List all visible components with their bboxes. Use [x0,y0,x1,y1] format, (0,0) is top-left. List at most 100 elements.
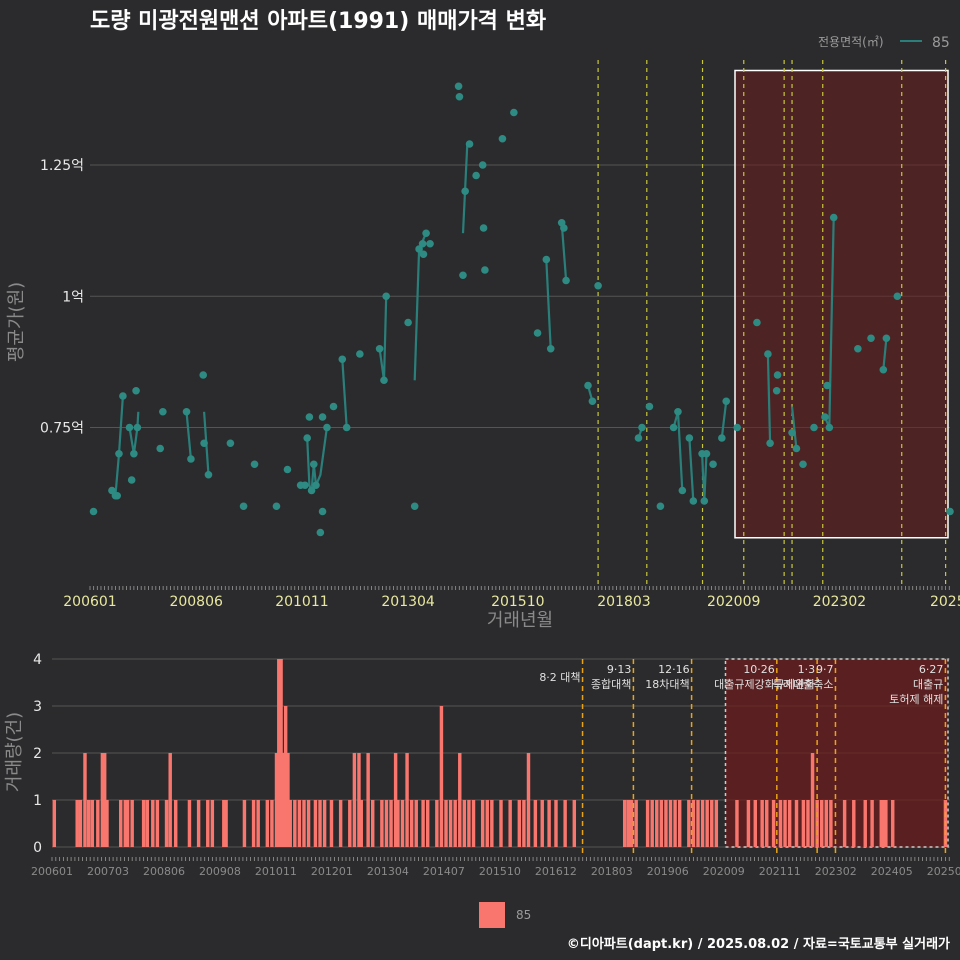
volume-bar [526,753,531,847]
volume-bar [863,800,867,847]
volume-bar [396,800,400,847]
x-tick-label: 201304 [367,865,409,878]
volume-bar [352,753,357,847]
x-tick-label: 202302 [815,865,857,878]
price-point [588,397,597,406]
volume-bar [277,659,281,847]
volume-bar [533,800,538,847]
volume-bar [256,800,260,847]
x-tick-label: 201906 [647,865,689,878]
x-tick-label: 202009 [703,865,745,878]
volume-bar [765,800,769,847]
volume-bar [293,800,297,847]
price-point [156,444,165,453]
volume-bar [480,800,485,847]
volume-bar [313,800,318,847]
price-point [498,134,507,143]
volume-bar [206,800,210,847]
price-point [309,460,318,469]
y-tick-label: 1 [33,793,42,809]
price-point [119,392,127,400]
price-point [342,423,351,432]
x-tick-label: 202111 [759,865,801,878]
volume-bar [458,753,462,847]
volume-bar [348,800,352,847]
x-tick-label: 200908 [199,865,241,878]
volume-bar [563,800,567,847]
volume-bar [380,800,384,847]
price-point [380,376,388,385]
price-point [674,407,682,416]
price-point [685,434,694,442]
volume-bar [771,800,776,847]
price-point [323,423,331,432]
x-tick-label: 201612 [535,865,577,878]
price-line-segment [185,411,192,460]
volume-bar [794,800,799,847]
chart-title: 도량 미광전원맨션 아파트(1991) 매매가격 변화 [90,9,546,34]
price-line-segment [128,411,140,454]
price-point [879,365,888,374]
price-point [792,444,801,453]
price-line-segment [790,406,798,449]
volume-bar [119,800,123,847]
policy-annotation: 6·27 [919,663,944,676]
price-point [510,108,518,117]
price-point [301,481,309,490]
volume-bar [687,800,691,847]
price-line-segment [688,437,695,502]
x-tick-label: 201803 [591,865,633,878]
price-point [656,502,665,511]
legend-label: 전용면적(㎡) [818,35,884,49]
x-tick-label: 201201 [311,865,353,878]
price-point [132,386,140,395]
price-point [305,413,314,421]
price-point [478,161,487,169]
volume-bar [870,800,874,847]
price-line-segment [720,401,728,439]
volume-bar [448,800,453,847]
volume-bar [467,800,471,847]
y-tick-label: 3 [33,699,42,715]
price-point [239,502,248,511]
volume-bar [322,800,327,847]
legend-bottom: 85 [479,902,531,928]
volume-bar [634,800,638,847]
price-point [283,465,292,474]
volume-bar [329,800,334,847]
volume-bar [265,800,270,847]
price-point [772,386,781,395]
price-point [465,140,474,148]
price-point [404,318,412,327]
volume-bar [819,800,824,847]
price-point [127,476,136,484]
volume-bar [439,706,444,847]
volume-bar [274,753,279,847]
price-line-segment [545,259,552,349]
price-line-segment [766,353,772,444]
y-tick-label: 4 [33,652,42,668]
volume-bar [490,800,494,847]
price-point [810,423,818,432]
price-point [645,402,654,411]
x-tick-label: 201407 [423,865,465,878]
policy-annotation: 토허제 해제 [889,692,943,706]
volume-bar [270,800,274,847]
price-point [472,171,480,180]
volume-bar [242,800,247,847]
price-point [854,344,862,353]
price-point [867,334,875,343]
price-point [356,350,364,358]
volume-bar [393,753,398,847]
volume-bar [286,753,290,847]
y-tick-label: 1.25억 [40,158,84,174]
price-point [562,276,570,285]
x-tick-label: 200703 [87,865,129,878]
volume-bar [645,800,650,847]
volume-bar [806,800,810,847]
price-point [773,371,782,379]
volume-bar [414,800,418,847]
price-point [303,434,311,442]
volume-bar [155,800,160,847]
volume-bar [187,800,192,847]
